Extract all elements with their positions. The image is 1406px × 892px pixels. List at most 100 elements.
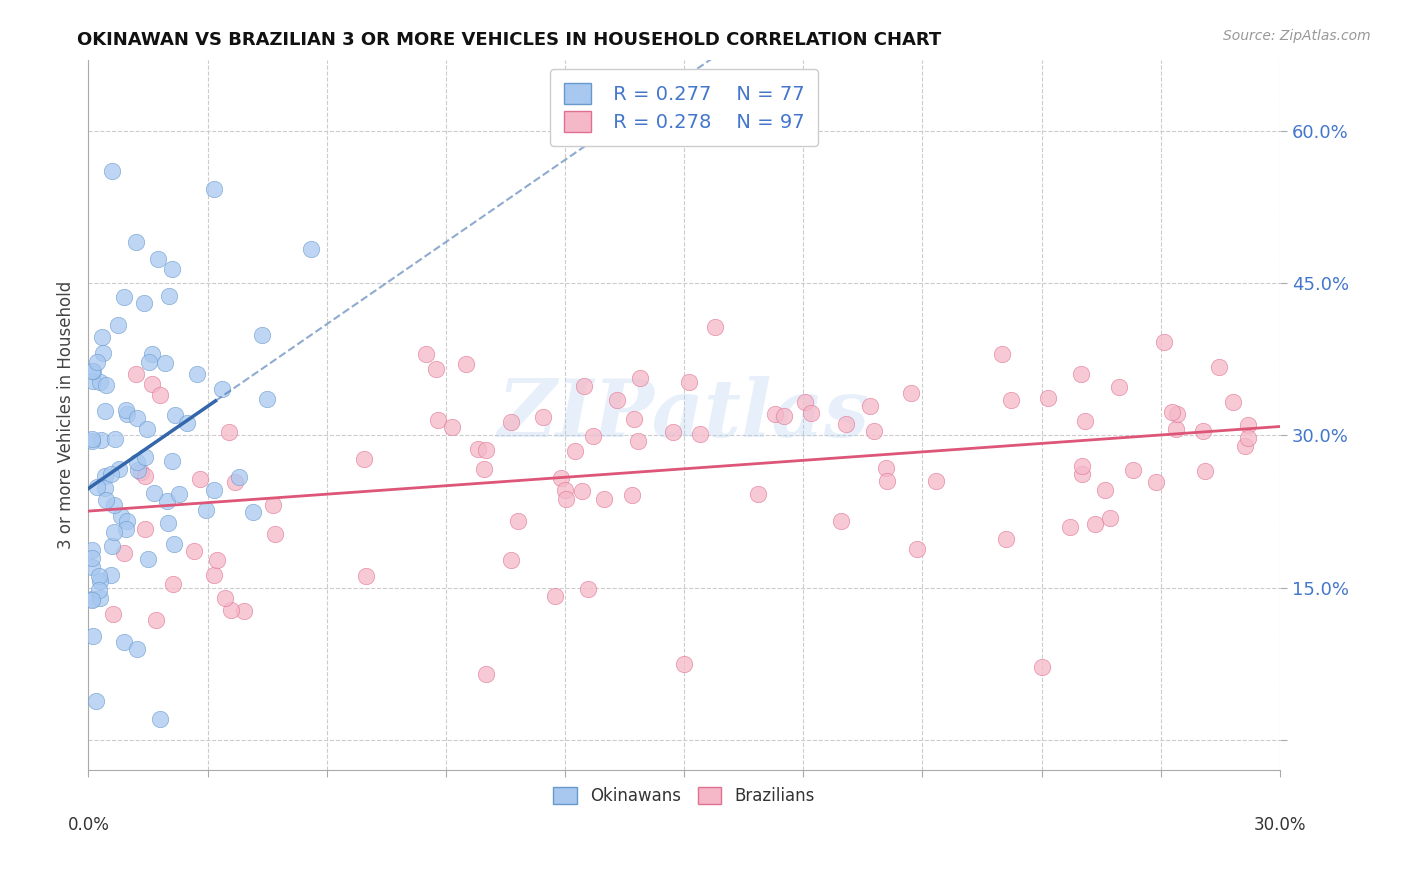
Point bbox=[299, 242, 322, 256]
Point bbox=[100, 467, 122, 482]
Point bbox=[441, 420, 464, 434]
Point bbox=[82, 374, 104, 388]
Point bbox=[1166, 422, 1188, 436]
Point bbox=[1036, 392, 1059, 406]
Point bbox=[163, 408, 186, 422]
Point bbox=[101, 164, 124, 178]
Point bbox=[89, 376, 111, 390]
Point bbox=[115, 522, 138, 536]
Point bbox=[214, 591, 236, 605]
Point bbox=[219, 603, 242, 617]
Point bbox=[86, 480, 108, 494]
Point bbox=[354, 569, 377, 583]
Point bbox=[875, 460, 897, 475]
Point bbox=[704, 319, 727, 334]
Point bbox=[157, 289, 180, 303]
Point bbox=[104, 432, 127, 446]
Point bbox=[550, 471, 572, 485]
Point bbox=[1144, 475, 1167, 490]
Point bbox=[925, 475, 948, 489]
Point bbox=[89, 591, 111, 606]
Point bbox=[112, 546, 135, 560]
Point bbox=[195, 503, 218, 517]
Point bbox=[571, 484, 593, 499]
Point bbox=[773, 409, 796, 424]
Point bbox=[115, 514, 138, 528]
Point bbox=[82, 432, 104, 446]
Point bbox=[678, 375, 700, 389]
Point bbox=[89, 568, 111, 582]
Point bbox=[1099, 511, 1122, 525]
Point bbox=[82, 543, 104, 558]
Point bbox=[202, 568, 225, 582]
Point bbox=[82, 364, 104, 378]
Point bbox=[127, 411, 149, 425]
Point bbox=[991, 347, 1014, 361]
Point bbox=[793, 395, 815, 409]
Point bbox=[82, 551, 104, 566]
Point bbox=[533, 410, 555, 425]
Point bbox=[94, 378, 117, 392]
Point bbox=[101, 607, 124, 621]
Point bbox=[474, 666, 496, 681]
Point bbox=[835, 417, 858, 431]
Text: OKINAWAN VS BRAZILIAN 3 OR MORE VEHICLES IN HOUSEHOLD CORRELATION CHART: OKINAWAN VS BRAZILIAN 3 OR MORE VEHICLES… bbox=[77, 31, 942, 49]
Point bbox=[763, 408, 786, 422]
Point bbox=[84, 693, 107, 707]
Point bbox=[264, 527, 287, 541]
Point bbox=[232, 603, 254, 617]
Point bbox=[1071, 467, 1094, 482]
Point bbox=[163, 537, 186, 551]
Point bbox=[148, 252, 170, 267]
Point bbox=[115, 407, 138, 421]
Point bbox=[1236, 431, 1258, 445]
Point bbox=[1222, 395, 1244, 409]
Point bbox=[211, 382, 233, 396]
Point bbox=[145, 613, 167, 627]
Point bbox=[149, 713, 172, 727]
Point bbox=[132, 296, 155, 310]
Point bbox=[135, 422, 157, 436]
Point bbox=[141, 377, 163, 392]
Point bbox=[89, 582, 111, 597]
Point bbox=[747, 487, 769, 501]
Point bbox=[427, 413, 450, 427]
Point bbox=[202, 483, 225, 497]
Point bbox=[256, 392, 278, 407]
Point bbox=[125, 368, 148, 382]
Point bbox=[1094, 483, 1116, 497]
Point bbox=[82, 434, 104, 449]
Point bbox=[202, 182, 225, 196]
Point bbox=[103, 499, 125, 513]
Point bbox=[228, 469, 250, 483]
Point bbox=[129, 465, 152, 479]
Point bbox=[472, 462, 495, 476]
Point bbox=[188, 472, 211, 486]
Point bbox=[218, 425, 240, 440]
Point bbox=[138, 551, 160, 566]
Point bbox=[134, 450, 156, 464]
Point bbox=[82, 592, 104, 607]
Point bbox=[662, 425, 685, 439]
Text: Source: ZipAtlas.com: Source: ZipAtlas.com bbox=[1223, 29, 1371, 43]
Point bbox=[94, 469, 117, 483]
Point bbox=[224, 475, 246, 489]
Text: 30.0%: 30.0% bbox=[1254, 816, 1306, 834]
Point bbox=[554, 491, 576, 506]
Point bbox=[114, 403, 136, 417]
Point bbox=[623, 412, 645, 426]
Point bbox=[162, 454, 184, 468]
Point bbox=[606, 393, 628, 408]
Point bbox=[689, 426, 711, 441]
Point bbox=[1000, 393, 1022, 408]
Point bbox=[155, 356, 177, 370]
Point bbox=[673, 657, 696, 671]
Point bbox=[134, 522, 156, 536]
Point bbox=[1191, 424, 1213, 438]
Point bbox=[1234, 439, 1257, 453]
Point bbox=[621, 488, 644, 502]
Point bbox=[176, 416, 198, 430]
Point bbox=[499, 553, 522, 567]
Text: 0.0%: 0.0% bbox=[67, 816, 110, 834]
Point bbox=[905, 541, 928, 556]
